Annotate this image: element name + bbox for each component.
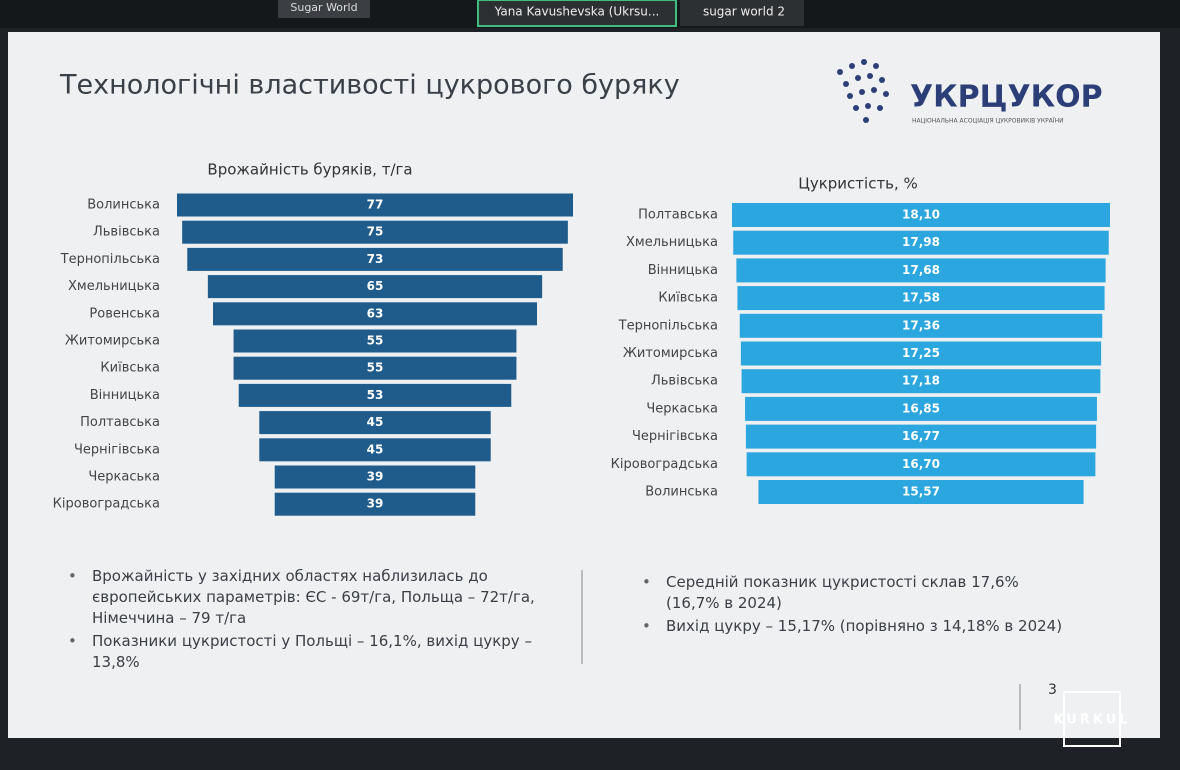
value-label: 45	[367, 442, 384, 456]
tile-label: Sugar World	[290, 1, 357, 14]
value-label: 16,77	[902, 429, 940, 443]
bar	[238, 383, 512, 407]
bullet-list: Врожайність у західних областях наблизил…	[62, 566, 552, 675]
value-label: 45	[367, 415, 384, 429]
bar	[259, 411, 491, 435]
bar	[274, 492, 476, 516]
category-label: Львівська	[651, 374, 718, 389]
category-label: Волинська	[645, 485, 718, 500]
value-label: 55	[367, 361, 384, 375]
value-label: 73	[367, 252, 384, 266]
watermark-box	[1063, 691, 1121, 747]
bar	[741, 369, 1101, 394]
category-label: Тернопільська	[618, 318, 718, 333]
value-label: 39	[367, 497, 384, 511]
bullet: Середній показник цукристості склав 17,6…	[636, 572, 1076, 614]
value-label: 77	[367, 198, 384, 212]
bar	[745, 424, 1097, 449]
value-label: 65	[367, 279, 384, 293]
category-label: Вінницька	[90, 388, 160, 403]
tile-label: Yana Kavushevska (Ukrsu...	[494, 5, 660, 19]
category-label: Волинська	[87, 198, 160, 213]
bullet: Показники цукристості у Польщі – 16,1%, …	[62, 631, 552, 673]
category-label: Черкаська	[646, 401, 718, 416]
value-label: 16,70	[902, 457, 940, 471]
value-label: 17,58	[902, 291, 940, 305]
logo-tagline: НАЦІОНАЛЬНА АСОЦІАЦІЯ ЦУКРОВИКІВ УКРАЇНИ	[912, 118, 1064, 125]
category-label: Кіровоградська	[611, 457, 718, 472]
bar	[758, 480, 1084, 504]
bar	[187, 247, 563, 271]
bar	[740, 341, 1102, 366]
category-label: Київська	[658, 291, 718, 306]
bullet-list: Середній показник цукристості склав 17,6…	[636, 572, 1076, 639]
bar	[274, 465, 476, 489]
category-label: Житомирська	[65, 334, 160, 349]
value-label: 17,36	[902, 318, 940, 332]
bar	[207, 275, 543, 299]
value-label: 15,57	[902, 485, 940, 499]
value-label: 16,85	[902, 401, 940, 415]
value-label: 39	[367, 470, 384, 484]
category-label: Ровенська	[89, 306, 160, 321]
category-label: Кіровоградська	[53, 497, 160, 512]
bullet: Врожайність у західних областях наблизил…	[62, 566, 552, 629]
tile[interactable]	[278, 0, 370, 18]
tile[interactable]	[680, 0, 804, 26]
bar	[213, 302, 537, 326]
value-label: 17,68	[902, 263, 940, 277]
value-label: 17,18	[902, 374, 940, 388]
bar	[259, 438, 491, 462]
category-label: Львівська	[93, 225, 160, 240]
bar	[233, 329, 517, 353]
bar	[182, 220, 568, 244]
logo-name: УКРЦУКОР	[910, 80, 1103, 115]
category-label: Київська	[100, 361, 160, 376]
watermark: KURKUL	[1053, 713, 1130, 728]
value-label: 53	[367, 388, 384, 402]
tile-label: sugar world 2	[703, 5, 785, 19]
bar	[739, 313, 1103, 338]
bar	[737, 286, 1105, 311]
bar	[746, 452, 1096, 477]
category-label: Чернігівська	[632, 429, 718, 444]
value-label: 75	[367, 225, 384, 239]
category-label: Житомирська	[623, 346, 718, 361]
bar	[745, 396, 1097, 421]
bar	[233, 356, 517, 380]
category-label: Черкаська	[88, 470, 160, 485]
slide-title: Технологічні властивості цукрового буряк…	[59, 70, 680, 101]
category-label: Тернопільська	[60, 252, 160, 267]
page-number: 3	[1048, 682, 1057, 698]
bullet: Вихід цукру – 15,17% (порівняно з 14,18%…	[636, 616, 1076, 637]
category-label: Хмельницька	[626, 235, 718, 250]
category-label: Полтавська	[80, 415, 160, 430]
value-label: 17,98	[902, 235, 940, 249]
value-label: 17,25	[902, 346, 940, 360]
category-label: Вінницька	[648, 263, 718, 278]
bar	[177, 193, 573, 217]
category-label: Полтавська	[638, 208, 718, 223]
value-label: 18,10	[902, 208, 940, 222]
chart-title: Цукристість, %	[798, 175, 918, 193]
bar	[736, 258, 1106, 283]
logo-dots	[837, 59, 889, 123]
value-label: 55	[367, 334, 384, 348]
bar	[733, 230, 1109, 255]
category-label: Хмельницька	[68, 279, 160, 294]
value-label: 63	[367, 306, 384, 320]
chart-title: Врожайність буряків, т/га	[207, 161, 412, 179]
tile[interactable]	[477, 0, 677, 27]
bar	[732, 203, 1110, 227]
category-label: Чернігівська	[74, 442, 160, 457]
